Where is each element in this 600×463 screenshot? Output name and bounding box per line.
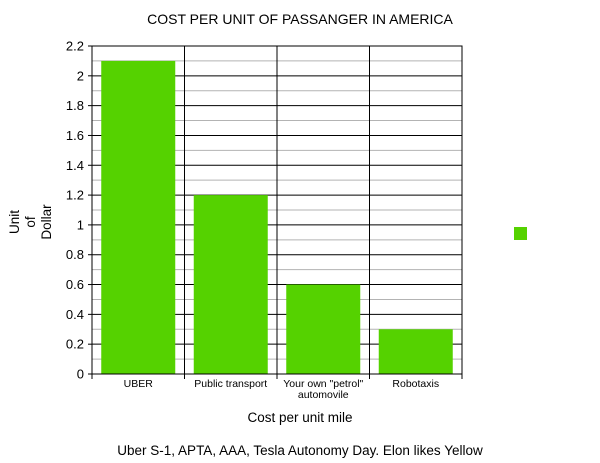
bar [193,195,268,374]
x-axis-label: Cost per unit mile [247,410,352,425]
y-axis-ticks: 0 0.2 0.4 0.6 0.8 1 1.2 1.4 1.6 1.8 2 2.2 [66,39,92,382]
legend-swatch [514,227,527,240]
bar [378,329,453,374]
y-axis-label: Unit of Dollar [7,204,54,240]
y-tick-label: 0 [77,367,84,382]
y-tick-label: 1.4 [66,158,84,173]
y-axis-label-line-1: Unit [7,210,22,234]
y-tick-label: 0.4 [66,307,84,322]
y-axis-label-line-2: of [23,216,38,228]
y-tick-label: 1.2 [66,188,84,203]
x-tick-label: UBER [124,378,154,390]
y-axis-label-line-3: Dollar [39,204,54,240]
x-tick-label: Public transport [194,378,267,390]
x-tick-label: Robotaxis [392,378,439,390]
x-axis-ticks: UBER Public transport Your own "petrol"aut… [91,374,463,401]
bars [101,60,453,375]
x-tick-label: automovile [298,389,349,401]
y-tick-label: 0.6 [66,277,84,292]
x-tick-label: Your own "petrol" [283,378,363,390]
y-tick-label: 1 [77,217,84,232]
y-tick-label: 2.2 [66,39,84,54]
source-note: Uber S-1, APTA, AAA, Tesla Autonomy Day.… [117,443,483,458]
y-tick-label: 0.8 [66,247,84,262]
y-tick-label: 1.6 [66,128,84,143]
chart-title: COST PER UNIT OF PASSANGER IN AMERICA [147,11,453,27]
y-tick-label: 0.2 [66,337,84,352]
bar [101,60,176,375]
bar [286,284,361,374]
y-tick-label: 2 [77,68,84,83]
y-tick-label: 1.8 [66,98,84,113]
